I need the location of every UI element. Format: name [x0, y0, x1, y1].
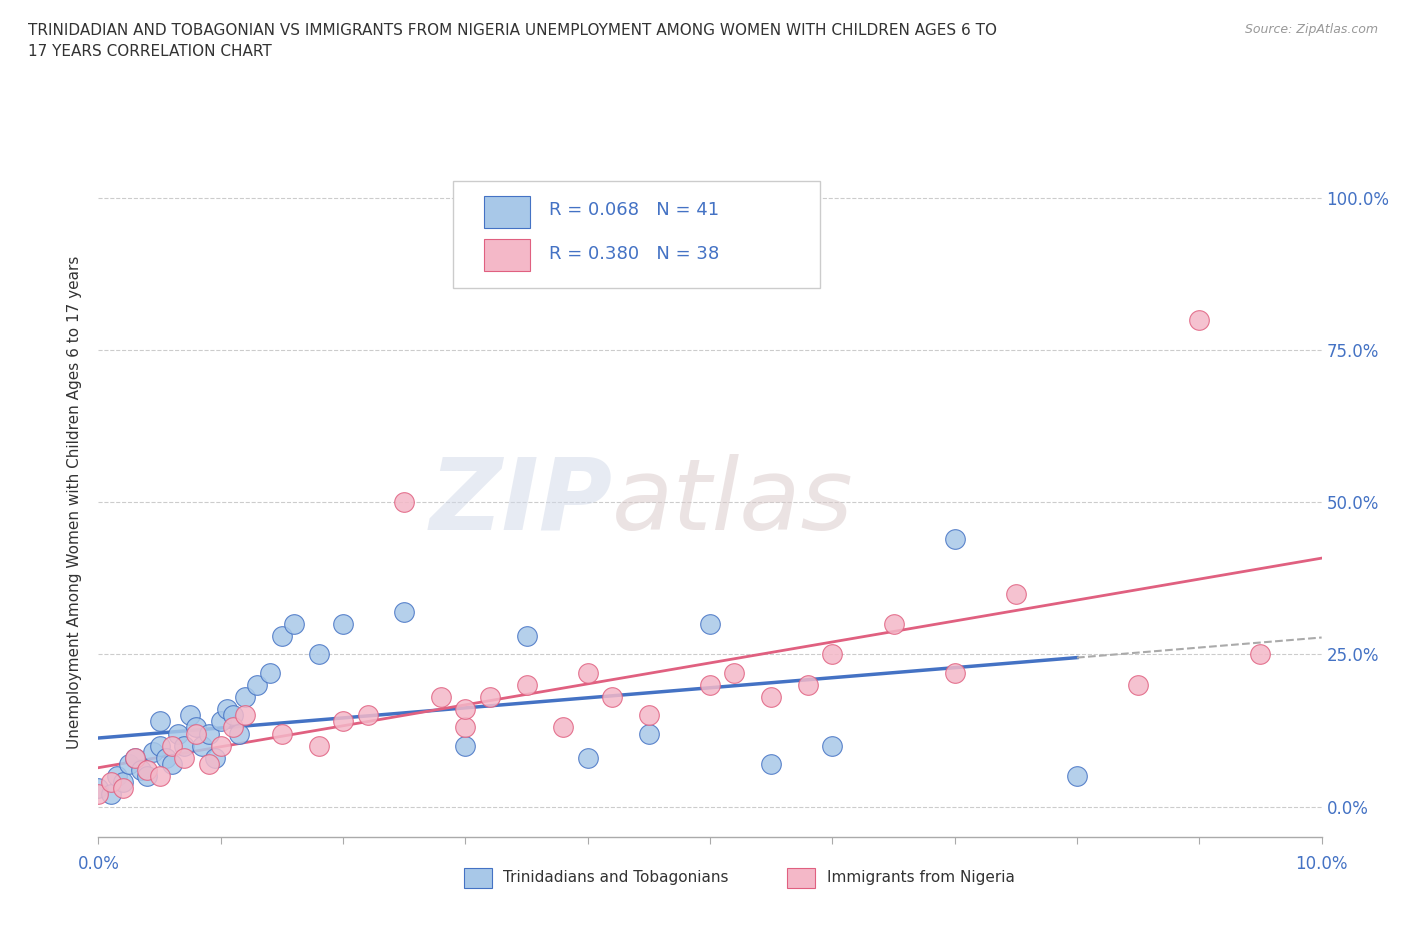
- FancyBboxPatch shape: [484, 195, 530, 228]
- Point: [87, 781, 110, 796]
- Point: [142, 744, 165, 759]
- Point: [943, 665, 966, 680]
- Point: [105, 769, 128, 784]
- Point: [136, 769, 159, 784]
- Text: Immigrants from Nigeria: Immigrants from Nigeria: [827, 870, 1015, 885]
- Point: [723, 665, 745, 680]
- Text: TRINIDADIAN AND TOBAGONIAN VS IMMIGRANTS FROM NIGERIA UNEMPLOYMENT AMONG WOMEN W: TRINIDADIAN AND TOBAGONIAN VS IMMIGRANTS…: [28, 23, 997, 60]
- Point: [332, 617, 354, 631]
- Text: atlas: atlas: [612, 454, 853, 551]
- Point: [160, 738, 183, 753]
- Point: [454, 720, 477, 735]
- Point: [233, 689, 256, 704]
- FancyBboxPatch shape: [453, 180, 820, 288]
- Point: [197, 756, 219, 771]
- Point: [308, 647, 330, 662]
- Point: [283, 617, 305, 631]
- Point: [136, 763, 159, 777]
- Point: [699, 677, 721, 692]
- Point: [209, 714, 232, 729]
- Point: [1250, 647, 1272, 662]
- Point: [430, 689, 453, 704]
- Point: [124, 751, 146, 765]
- Point: [454, 738, 477, 753]
- Point: [576, 665, 599, 680]
- Point: [356, 708, 378, 723]
- Point: [699, 617, 721, 631]
- Point: [821, 738, 844, 753]
- Point: [1066, 769, 1088, 784]
- Point: [155, 751, 177, 765]
- Point: [228, 726, 250, 741]
- Point: [259, 665, 281, 680]
- Point: [149, 738, 172, 753]
- Point: [638, 726, 661, 741]
- Point: [186, 726, 208, 741]
- Point: [883, 617, 905, 631]
- Point: [149, 769, 172, 784]
- Point: [332, 714, 354, 729]
- Point: [553, 720, 575, 735]
- Point: [943, 531, 966, 546]
- Text: 10.0%: 10.0%: [1295, 856, 1348, 873]
- Point: [270, 629, 294, 644]
- Point: [454, 702, 477, 717]
- Point: [149, 714, 172, 729]
- Point: [478, 689, 501, 704]
- Y-axis label: Unemployment Among Women with Children Ages 6 to 17 years: Unemployment Among Women with Children A…: [67, 256, 83, 749]
- Point: [111, 775, 134, 790]
- Point: [111, 781, 134, 796]
- Point: [516, 629, 538, 644]
- Point: [222, 720, 245, 735]
- FancyBboxPatch shape: [484, 239, 530, 272]
- Point: [197, 726, 219, 741]
- Point: [118, 756, 141, 771]
- Point: [167, 726, 190, 741]
- Point: [308, 738, 330, 753]
- Point: [222, 708, 245, 723]
- Text: R = 0.068   N = 41: R = 0.068 N = 41: [548, 201, 718, 219]
- Text: R = 0.380   N = 38: R = 0.380 N = 38: [548, 245, 718, 263]
- Point: [392, 604, 416, 619]
- Point: [87, 787, 110, 802]
- Point: [204, 751, 226, 765]
- Point: [173, 751, 195, 765]
- Point: [576, 751, 599, 765]
- Point: [215, 702, 238, 717]
- Text: ZIP: ZIP: [429, 454, 612, 551]
- Point: [761, 756, 783, 771]
- Point: [209, 738, 232, 753]
- Point: [392, 495, 416, 510]
- Point: [1188, 312, 1211, 327]
- Point: [179, 708, 201, 723]
- Point: [270, 726, 294, 741]
- Point: [246, 677, 269, 692]
- Point: [173, 738, 195, 753]
- Point: [1004, 586, 1026, 601]
- Point: [191, 738, 214, 753]
- Point: [100, 775, 122, 790]
- Point: [233, 708, 256, 723]
- Point: [821, 647, 844, 662]
- Point: [1128, 677, 1150, 692]
- Point: [186, 720, 208, 735]
- Point: [761, 689, 783, 704]
- Text: Source: ZipAtlas.com: Source: ZipAtlas.com: [1244, 23, 1378, 36]
- Point: [638, 708, 661, 723]
- Point: [129, 763, 152, 777]
- Point: [797, 677, 820, 692]
- Point: [516, 677, 538, 692]
- Point: [100, 787, 122, 802]
- Point: [124, 751, 146, 765]
- Point: [160, 756, 183, 771]
- Text: 0.0%: 0.0%: [77, 856, 120, 873]
- Text: Trinidadians and Tobagonians: Trinidadians and Tobagonians: [503, 870, 728, 885]
- Point: [600, 689, 623, 704]
